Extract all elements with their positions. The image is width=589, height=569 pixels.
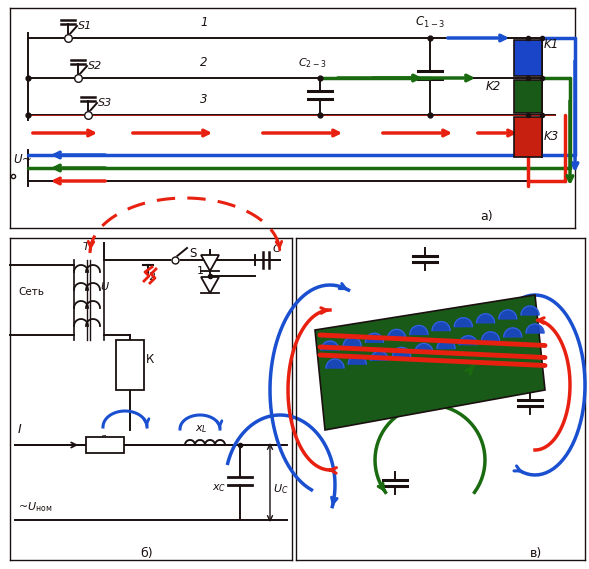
Bar (86, 437, 124, 453)
Bar (514, 80, 542, 113)
Polygon shape (526, 324, 544, 333)
Polygon shape (521, 306, 539, 315)
Polygon shape (326, 359, 344, 368)
Polygon shape (370, 351, 388, 360)
Text: в): в) (530, 547, 542, 560)
Text: $U$~: $U$~ (13, 153, 32, 166)
Polygon shape (432, 321, 450, 331)
Polygon shape (348, 355, 366, 364)
Bar (514, 117, 542, 157)
Text: 1: 1 (197, 266, 204, 276)
Text: K1: K1 (544, 38, 559, 51)
Text: U: U (100, 282, 108, 292)
Text: ~$U_{\rm ном}$: ~$U_{\rm ном}$ (18, 500, 52, 514)
Bar (514, 40, 542, 76)
Text: S: S (189, 247, 196, 260)
Text: б): б) (140, 547, 153, 560)
Text: 2: 2 (148, 272, 155, 282)
Text: S1: S1 (78, 21, 92, 31)
Text: S2: S2 (88, 61, 102, 71)
Text: K3: K3 (544, 130, 559, 143)
Text: $C_{1-3}$: $C_{1-3}$ (415, 15, 445, 30)
Polygon shape (415, 344, 433, 352)
Polygon shape (454, 318, 472, 327)
Text: К: К (146, 353, 154, 366)
Text: Сеть: Сеть (18, 287, 44, 297)
Text: r: r (101, 433, 105, 443)
Polygon shape (477, 314, 495, 323)
Polygon shape (315, 295, 545, 430)
Bar (116, 340, 144, 390)
Polygon shape (365, 333, 383, 342)
Polygon shape (201, 277, 219, 293)
Text: 2: 2 (200, 56, 207, 69)
Polygon shape (343, 337, 361, 346)
Text: I: I (18, 423, 22, 436)
Text: $x_L$: $x_L$ (195, 423, 208, 435)
Polygon shape (393, 348, 411, 356)
Polygon shape (459, 336, 477, 345)
Polygon shape (437, 340, 455, 349)
Polygon shape (499, 310, 517, 319)
Text: C: C (273, 244, 281, 254)
Text: 1: 1 (200, 16, 207, 29)
Polygon shape (504, 328, 522, 337)
Text: $x_C$: $x_C$ (212, 482, 226, 494)
Polygon shape (321, 341, 339, 350)
Text: T: T (83, 242, 90, 252)
Text: $U_C$: $U_C$ (273, 482, 289, 496)
Text: 3: 3 (200, 93, 207, 106)
Polygon shape (201, 255, 219, 271)
Polygon shape (482, 332, 499, 341)
Text: S3: S3 (98, 98, 112, 108)
Text: а): а) (480, 210, 492, 223)
Polygon shape (388, 329, 406, 339)
Text: K2: K2 (486, 80, 501, 93)
Polygon shape (410, 325, 428, 335)
Text: $C_{2-3}$: $C_{2-3}$ (298, 56, 326, 70)
